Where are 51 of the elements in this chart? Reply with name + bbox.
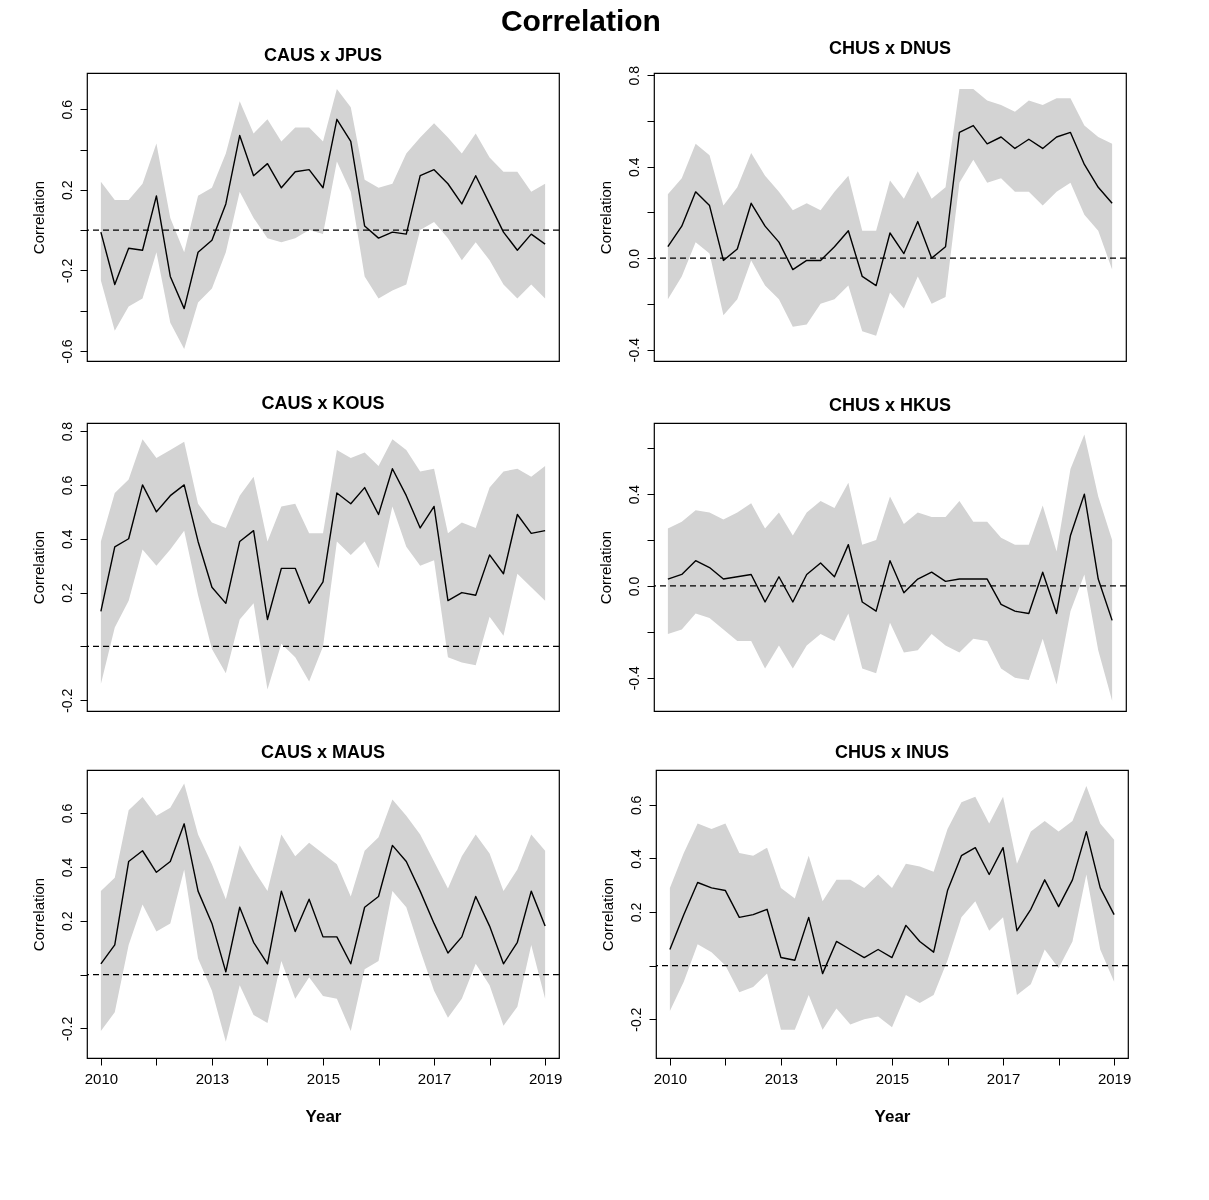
y-tick-label: -0.2 bbox=[58, 1016, 75, 1041]
y-axis-title: Correlation bbox=[29, 877, 47, 952]
text: Correlation bbox=[500, 3, 661, 37]
y-axis-title: Correlation bbox=[598, 877, 616, 952]
x-axis-title: Year bbox=[874, 1106, 911, 1126]
x-tick-label: 2017 bbox=[417, 1069, 452, 1087]
chart-title: CAUS x JPUS bbox=[263, 45, 383, 65]
chart-title: CHUS x DNUS bbox=[828, 37, 952, 58]
y-tick-label: 0.6 bbox=[58, 475, 75, 496]
x-tick-label: 2015 bbox=[306, 1069, 341, 1087]
chart-title: CHUS x HKUS bbox=[828, 395, 952, 415]
y-tick-label: -0.6 bbox=[58, 339, 75, 364]
x-tick-label: 2019 bbox=[1097, 1069, 1132, 1087]
x-tick-label: 2013 bbox=[764, 1069, 799, 1087]
y-tick-label: 0.8 bbox=[58, 421, 75, 442]
x-tick-label: 2015 bbox=[875, 1069, 910, 1087]
y-tick-label: 0.6 bbox=[627, 795, 644, 816]
x-tick-label: 2019 bbox=[528, 1069, 563, 1087]
y-axis-title: Correlation bbox=[596, 530, 614, 605]
y-axis-title: Correlation bbox=[596, 180, 614, 255]
y-tick-label: 0.2 bbox=[58, 583, 75, 603]
y-tick-label: -0.2 bbox=[58, 258, 75, 283]
x-tick-label: 2013 bbox=[195, 1069, 230, 1087]
y-tick-label: 0.4 bbox=[58, 857, 75, 878]
y-tick-label: -0.2 bbox=[627, 1007, 644, 1032]
y-tick-label: -0.4 bbox=[625, 665, 642, 691]
y-tick-label: 0.4 bbox=[58, 529, 75, 549]
x-tick-label: 2017 bbox=[986, 1069, 1021, 1087]
x-tick-label: 2010 bbox=[84, 1069, 119, 1087]
y-tick-label: 0.4 bbox=[625, 484, 642, 505]
x-axis-title: Year bbox=[305, 1106, 342, 1126]
y-tick-label: 0.4 bbox=[625, 157, 642, 177]
y-tick-label: 0.6 bbox=[58, 99, 75, 120]
y-tick-label: 0.2 bbox=[58, 911, 75, 931]
y-axis-title: Correlation bbox=[29, 530, 47, 605]
line-series bbox=[100, 468, 546, 621]
y-tick-label: -0.2 bbox=[58, 688, 75, 713]
y-tick-label: -0.4 bbox=[625, 337, 642, 363]
y-tick-label: 0.0 bbox=[625, 248, 642, 269]
chart-title: CAUS x KOUS bbox=[261, 393, 385, 414]
y-tick-label: 0.2 bbox=[627, 902, 644, 923]
chart-title: CHUS x INUS bbox=[834, 742, 950, 762]
x-tick-label: 2010 bbox=[653, 1069, 688, 1087]
line-series bbox=[100, 823, 546, 973]
y-tick-label: 0.2 bbox=[58, 180, 75, 201]
y-tick-label: 0.0 bbox=[625, 576, 642, 597]
y-tick-label: 0.8 bbox=[625, 65, 642, 86]
chart-title: CAUS x MAUS bbox=[260, 742, 386, 762]
y-tick-label: 0.6 bbox=[58, 803, 75, 824]
y-axis-title: Correlation bbox=[29, 180, 47, 255]
y-tick-label: 0.4 bbox=[627, 848, 644, 869]
